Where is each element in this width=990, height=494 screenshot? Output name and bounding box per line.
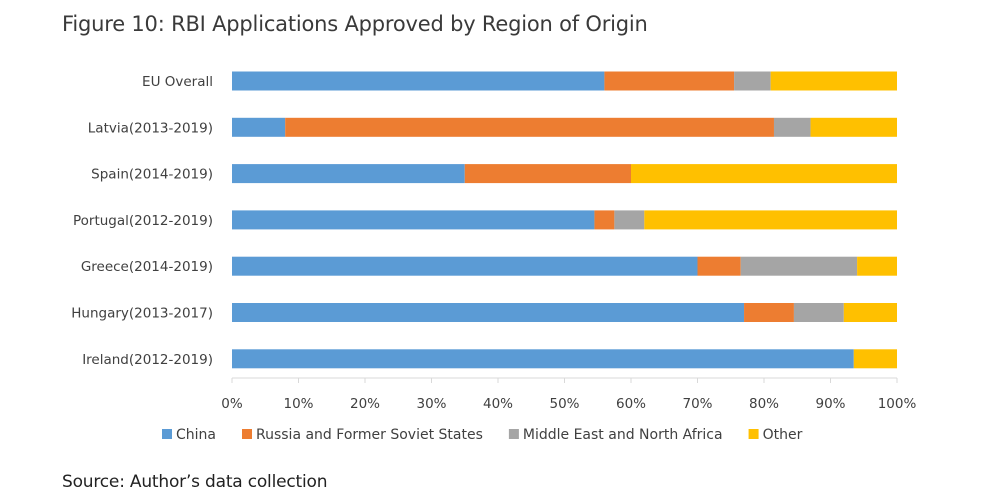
bar-segment (232, 256, 698, 276)
category-label: EU Overall (142, 74, 213, 90)
x-axis: 0% 10% 20% 30% 40% 50% 60% 70% 80% 90% 100% (221, 377, 917, 412)
x-tick-label: 60% (616, 396, 646, 412)
bar-segment (614, 210, 645, 230)
x-tick-label: 100% (878, 396, 917, 412)
legend-swatch (508, 429, 519, 439)
x-tick-label: 50% (549, 396, 579, 412)
figure-title: Figure 10: RBI Applications Approved by … (62, 12, 648, 36)
bar-segment (232, 71, 605, 91)
x-tick-label: 40% (483, 396, 513, 412)
bar-segment (697, 256, 741, 276)
bar-segment (644, 210, 897, 230)
category-label: Greece(2014-2019) (81, 259, 213, 275)
legend-label: Other (763, 427, 803, 443)
bar-segment (285, 117, 774, 137)
legend-label: China (176, 427, 216, 443)
x-tick-label: 20% (350, 396, 380, 412)
bar-segment (843, 303, 897, 322)
category-labels: EU Overall Latvia(2013-2019) Spain(2014-20… (71, 74, 213, 368)
x-tick-label: 90% (815, 396, 845, 412)
bar-segment (232, 164, 465, 184)
legend-swatch (242, 429, 252, 439)
legend-swatch (162, 429, 172, 439)
category-label: Portugal(2012-2019) (73, 213, 213, 229)
category-label: Hungary(2013-2017) (71, 306, 213, 322)
bar-segment (631, 164, 897, 184)
bar-segment (744, 303, 794, 322)
bar-segment (734, 71, 771, 91)
bar-segment (232, 117, 286, 137)
bars-group (232, 71, 897, 369)
bar-segment (857, 256, 897, 276)
bar-segment (232, 303, 745, 322)
category-label: Ireland(2012-2019) (82, 352, 213, 368)
bar-segment (773, 117, 811, 137)
x-tick-label: 10% (283, 396, 313, 412)
x-tick-label: 0% (221, 396, 243, 412)
legend-label: Middle East and North Africa (523, 427, 723, 443)
bar-segment (232, 210, 595, 230)
bar-segment (594, 210, 615, 230)
bar-segment (770, 71, 897, 91)
legend-label: Russia and Former Soviet States (256, 427, 483, 443)
x-tick-label: 80% (749, 396, 779, 412)
figure-source: Source: Author’s data collection (62, 472, 328, 492)
x-tick-label: 30% (416, 396, 446, 412)
x-tick-label: 70% (682, 396, 712, 412)
category-label: Spain(2014-2019) (91, 167, 213, 183)
bar-segment (464, 164, 631, 184)
bar-segment (793, 303, 844, 322)
bar-segment (853, 349, 897, 369)
bar-segment (810, 117, 897, 137)
legend-swatch (748, 429, 759, 439)
legend: China Russia and Former Soviet States Midd… (162, 427, 803, 443)
bar-segment (740, 256, 858, 276)
category-label: Latvia(2013-2019) (88, 120, 213, 136)
bar-segment (232, 349, 854, 369)
bar-segment (604, 71, 735, 91)
